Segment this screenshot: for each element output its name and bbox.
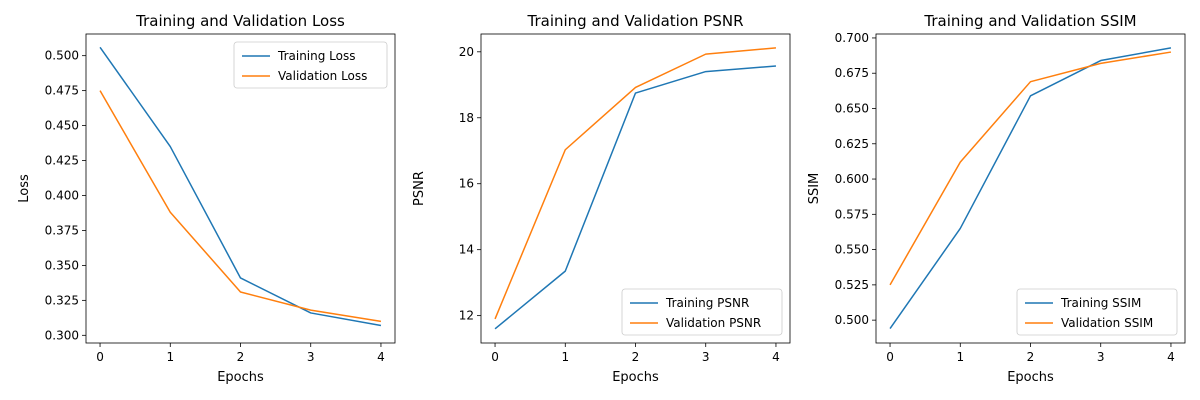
y-tick-label: 0.575 [835,207,869,221]
y-tick-label: 0.475 [45,84,79,98]
legend-label: Training SSIM [1060,296,1141,310]
y-tick-label: 0.500 [45,49,79,63]
x-axis-label: Epochs [612,370,659,385]
x-tick-label: 2 [237,350,245,364]
legend-label: Validation SSIM [1061,316,1153,330]
x-tick-label: 3 [702,350,710,364]
y-tick-label: 0.675 [835,66,869,80]
y-tick-label: 12 [459,309,474,323]
x-tick-label: 0 [491,350,499,364]
y-tick-label: 0.300 [45,328,79,342]
y-axis-label: SSIM [807,173,822,205]
y-tick-label: 0.425 [45,154,79,168]
x-tick-label: 1 [956,350,964,364]
legend: Training Loss Validation Loss [233,41,388,89]
y-tick-label: 16 [459,177,474,191]
legend: Training SSIM Validation SSIM [1016,288,1178,336]
x-tick-label: 1 [561,350,569,364]
series-line-training-ssim [889,47,1172,330]
series-line-validation-psnr [494,47,777,320]
chart-ssim: Training and Validation SSIM 0 1 2 3 4 0.500 0.… [807,12,1186,385]
x-tick-label: 4 [772,350,780,364]
y-tick-label: 0.625 [835,137,869,151]
y-tick-label: 20 [459,45,474,59]
x-tick-label: 0 [886,350,894,364]
x-tick-label: 0 [96,350,104,364]
x-tick-label: 4 [377,350,385,364]
legend-box [621,288,783,336]
y-tick-label: 0.375 [45,223,79,237]
series-line-validation-ssim [889,51,1172,286]
legend: Training PSNR Validation PSNR [621,288,783,336]
x-tick-label: 2 [632,350,640,364]
x-tick-label: 4 [1167,350,1175,364]
y-tick-label: 0.550 [835,243,869,257]
y-tick-label: 0.600 [835,172,869,186]
y-tick-label: 0.350 [45,258,79,272]
y-tick-label: 0.525 [835,278,869,292]
y-tick-label: 14 [459,243,474,257]
legend-box [1016,288,1178,336]
x-tick-label: 3 [1097,350,1105,364]
chart-loss: Training and Validation Loss 0 1 2 3 4 0.300 0.… [17,12,396,385]
legend-box [233,41,388,89]
y-tick-label: 0.450 [45,119,79,133]
series-line-training-loss [99,46,382,327]
y-tick-label: 0.500 [835,313,869,327]
legend-label: Training PSNR [665,296,749,310]
x-axis-label: Epochs [217,370,264,385]
legend-label: Validation Loss [278,69,367,83]
x-axis-label: Epochs [1007,370,1054,385]
y-tick-label: 0.700 [835,31,869,45]
y-axis-label: PSNR [412,171,427,206]
legend-label: Training Loss [277,49,355,63]
y-tick-label: 0.325 [45,293,79,307]
chart-title: Training and Validation SSIM [923,12,1136,30]
legend-label: Validation PSNR [666,316,761,330]
x-tick-label: 2 [1027,350,1035,364]
series-line-validation-loss [99,90,382,323]
chart-title: Training and Validation PSNR [527,12,744,30]
x-tick-label: 3 [307,350,315,364]
y-tick-label: 18 [459,111,474,125]
y-tick-label: 0.650 [835,101,869,115]
chart-title: Training and Validation Loss [135,12,345,30]
y-axis-label: Loss [17,174,32,203]
y-tick-label: 0.400 [45,188,79,202]
x-tick-label: 1 [166,350,174,364]
